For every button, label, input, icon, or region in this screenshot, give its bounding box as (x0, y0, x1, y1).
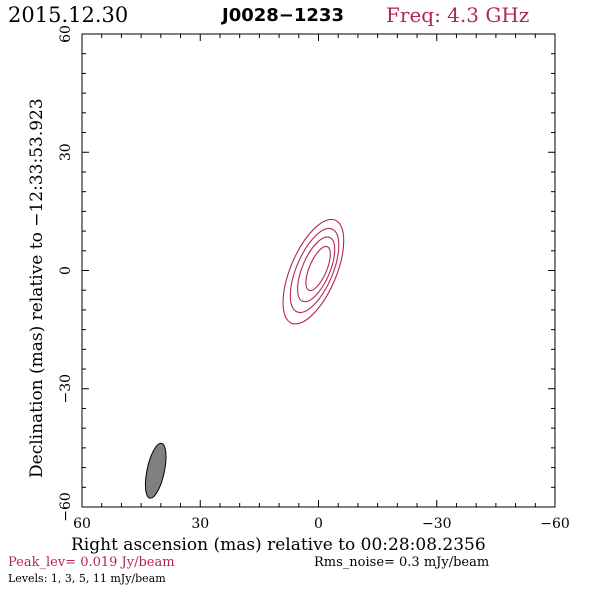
y-tick-labels: −60 −30 0 30 60 (58, 25, 74, 522)
x-axis-label: Right ascension (mas) relative to 00:28:… (71, 535, 486, 555)
x-tick-label: −30 (422, 516, 452, 532)
contour-level-5 (297, 236, 336, 303)
x-tick-label: 30 (191, 516, 209, 532)
source-name: J0028−1233 (220, 5, 344, 26)
axis-ticks (81, 33, 556, 508)
y-tick-label: 30 (58, 143, 74, 161)
y-tick-label: −30 (58, 374, 74, 404)
x-tick-label: −60 (540, 516, 570, 532)
beam-ellipse (144, 442, 167, 499)
plot-frame (81, 33, 556, 508)
peak-level: Peak_lev= 0.019 Jy/beam (8, 555, 175, 570)
contour-level-11 (305, 245, 331, 292)
x-tick-label: 60 (73, 516, 91, 532)
rms-noise: Rms_noise= 0.3 mJy/beam (314, 555, 489, 570)
contour-level-1 (282, 218, 345, 325)
y-tick-label: 60 (58, 25, 74, 43)
x-tick-labels: 60 30 0 −30 −60 (73, 516, 570, 532)
beam-group (144, 442, 167, 499)
x-tick-label: 0 (314, 516, 323, 532)
contour-level-3 (289, 227, 340, 314)
y-tick-label: 0 (58, 266, 74, 275)
y-axis-label: Declination (mas) relative to −12:33:53.… (27, 98, 47, 478)
y-tick-label: −60 (58, 492, 74, 522)
contour-group (282, 218, 345, 325)
frequency-label: Freq: 4.3 GHz (386, 3, 529, 27)
contour-levels: Levels: 1, 3, 5, 11 mJy/beam (8, 572, 166, 585)
observation-date: 2015.12.30 (8, 3, 128, 27)
